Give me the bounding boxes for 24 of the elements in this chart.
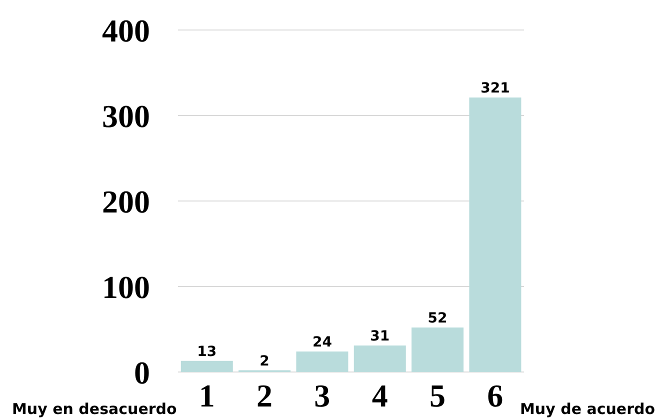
x-tick-label: 1 [198,378,215,414]
y-tick-label: 0 [134,354,150,390]
x-tick-label: 3 [314,378,330,414]
x-tick-label: 6 [487,378,504,414]
bar [412,328,464,372]
data-label: 2 [260,353,270,370]
y-tick-label: 400 [102,12,150,48]
text: Muy en desacuerdo [12,400,177,418]
data-label: 52 [428,310,448,327]
x-tick-label: 2 [256,378,272,414]
bar [296,351,348,372]
bar [180,360,233,372]
x-tick-label: 4 [372,378,388,414]
data-label: 31 [370,328,390,344]
data-label: 321 [480,80,510,97]
data-label: 13 [197,344,217,360]
bar [469,98,522,372]
y-tick-label: 100 [102,268,150,305]
y-tick-label: 300 [102,98,150,134]
y-tick-label: 200 [102,183,150,220]
x-tick-label: 5 [430,378,446,414]
text: Muy de acuerdo [520,400,656,418]
data-label: 24 [312,334,332,350]
bar [354,345,406,372]
